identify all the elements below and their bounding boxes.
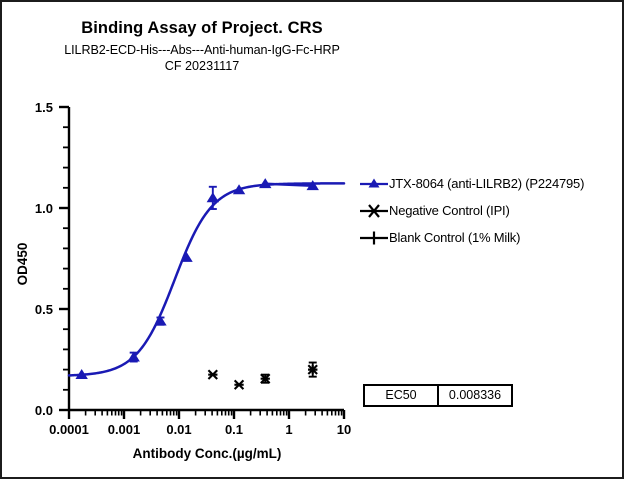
axis-lines	[67, 107, 344, 412]
y-axis-tick-labels: 0.0 0.5 1.0 1.5	[35, 100, 53, 418]
y-tick-label: 0.5	[35, 302, 53, 317]
y-axis-minor-ticks	[63, 126, 69, 391]
fit-curve	[67, 182, 346, 377]
legend: JTX-8064 (anti-LILRB2) (P224795) Negativ…	[359, 170, 621, 251]
marker-triangle-up	[306, 180, 319, 191]
legend-label: Negative Control (IPI)	[389, 203, 510, 218]
chart-subtitle-line1: LILRB2-ECD-His---Abs---Anti-human-IgG-Fc…	[64, 42, 340, 57]
legend-label: JTX-8064 (anti-LILRB2) (P224795)	[389, 176, 585, 191]
legend-item-1[interactable]: Negative Control (IPI)	[359, 197, 621, 224]
ec50-table: EC50 0.008336	[363, 384, 513, 407]
y-tick-label: 1.5	[35, 100, 53, 115]
series-0	[75, 178, 319, 380]
x-axis-minor-ticks	[84, 410, 343, 416]
y-axis-title: OD450	[15, 243, 30, 286]
marker-triangle-up	[127, 351, 140, 362]
chart-subtitle-line2: CF 20231117	[164, 59, 240, 74]
series-1	[207, 364, 318, 390]
x-axis-major-ticks	[67, 410, 346, 419]
page-title: Binding Assay of Project. CRS	[81, 19, 323, 37]
plus-icon	[359, 229, 389, 247]
asterisk-icon	[359, 202, 389, 220]
data-series-layer	[67, 178, 346, 390]
ec50-value-cell: 0.008336	[448, 388, 502, 402]
series-2	[308, 361, 318, 378]
triangle-up-icon	[359, 175, 389, 193]
title-block: Binding Assay of Project. CRS LILRB2-ECD…	[2, 18, 402, 75]
marker-triangle-up	[259, 178, 272, 189]
legend-item-2[interactable]: Blank Control (1% Milk)	[359, 224, 621, 251]
x-tick-label: 0.0001	[49, 422, 89, 437]
marker-triangle-up	[180, 251, 193, 262]
marker-triangle-up	[232, 184, 246, 195]
legend-item-0[interactable]: JTX-8064 (anti-LILRB2) (P224795)	[359, 170, 621, 197]
x-tick-label: 0.001	[108, 422, 141, 437]
marker-triangle-up	[206, 192, 220, 203]
x-tick-label: 0.1	[225, 422, 243, 437]
y-axis-major-ticks	[59, 105, 69, 412]
x-axis-tick-labels: 0.0001 0.001 0.01 0.1 1 10	[49, 422, 351, 437]
marker-triangle-up	[154, 315, 167, 326]
legend-label: Blank Control (1% Milk)	[389, 230, 521, 245]
y-tick-label: 0.0	[35, 403, 53, 418]
x-axis-title: Antibody Conc.(µg/mL)	[133, 446, 282, 461]
x-tick-label: 10	[337, 422, 351, 437]
x-tick-label: 1	[285, 422, 292, 437]
x-tick-label: 0.01	[166, 422, 191, 437]
ec50-key-cell: EC50	[365, 386, 439, 405]
series-connector	[265, 182, 313, 188]
y-tick-label: 1.0	[35, 201, 53, 216]
marker-triangle-up	[75, 369, 88, 380]
